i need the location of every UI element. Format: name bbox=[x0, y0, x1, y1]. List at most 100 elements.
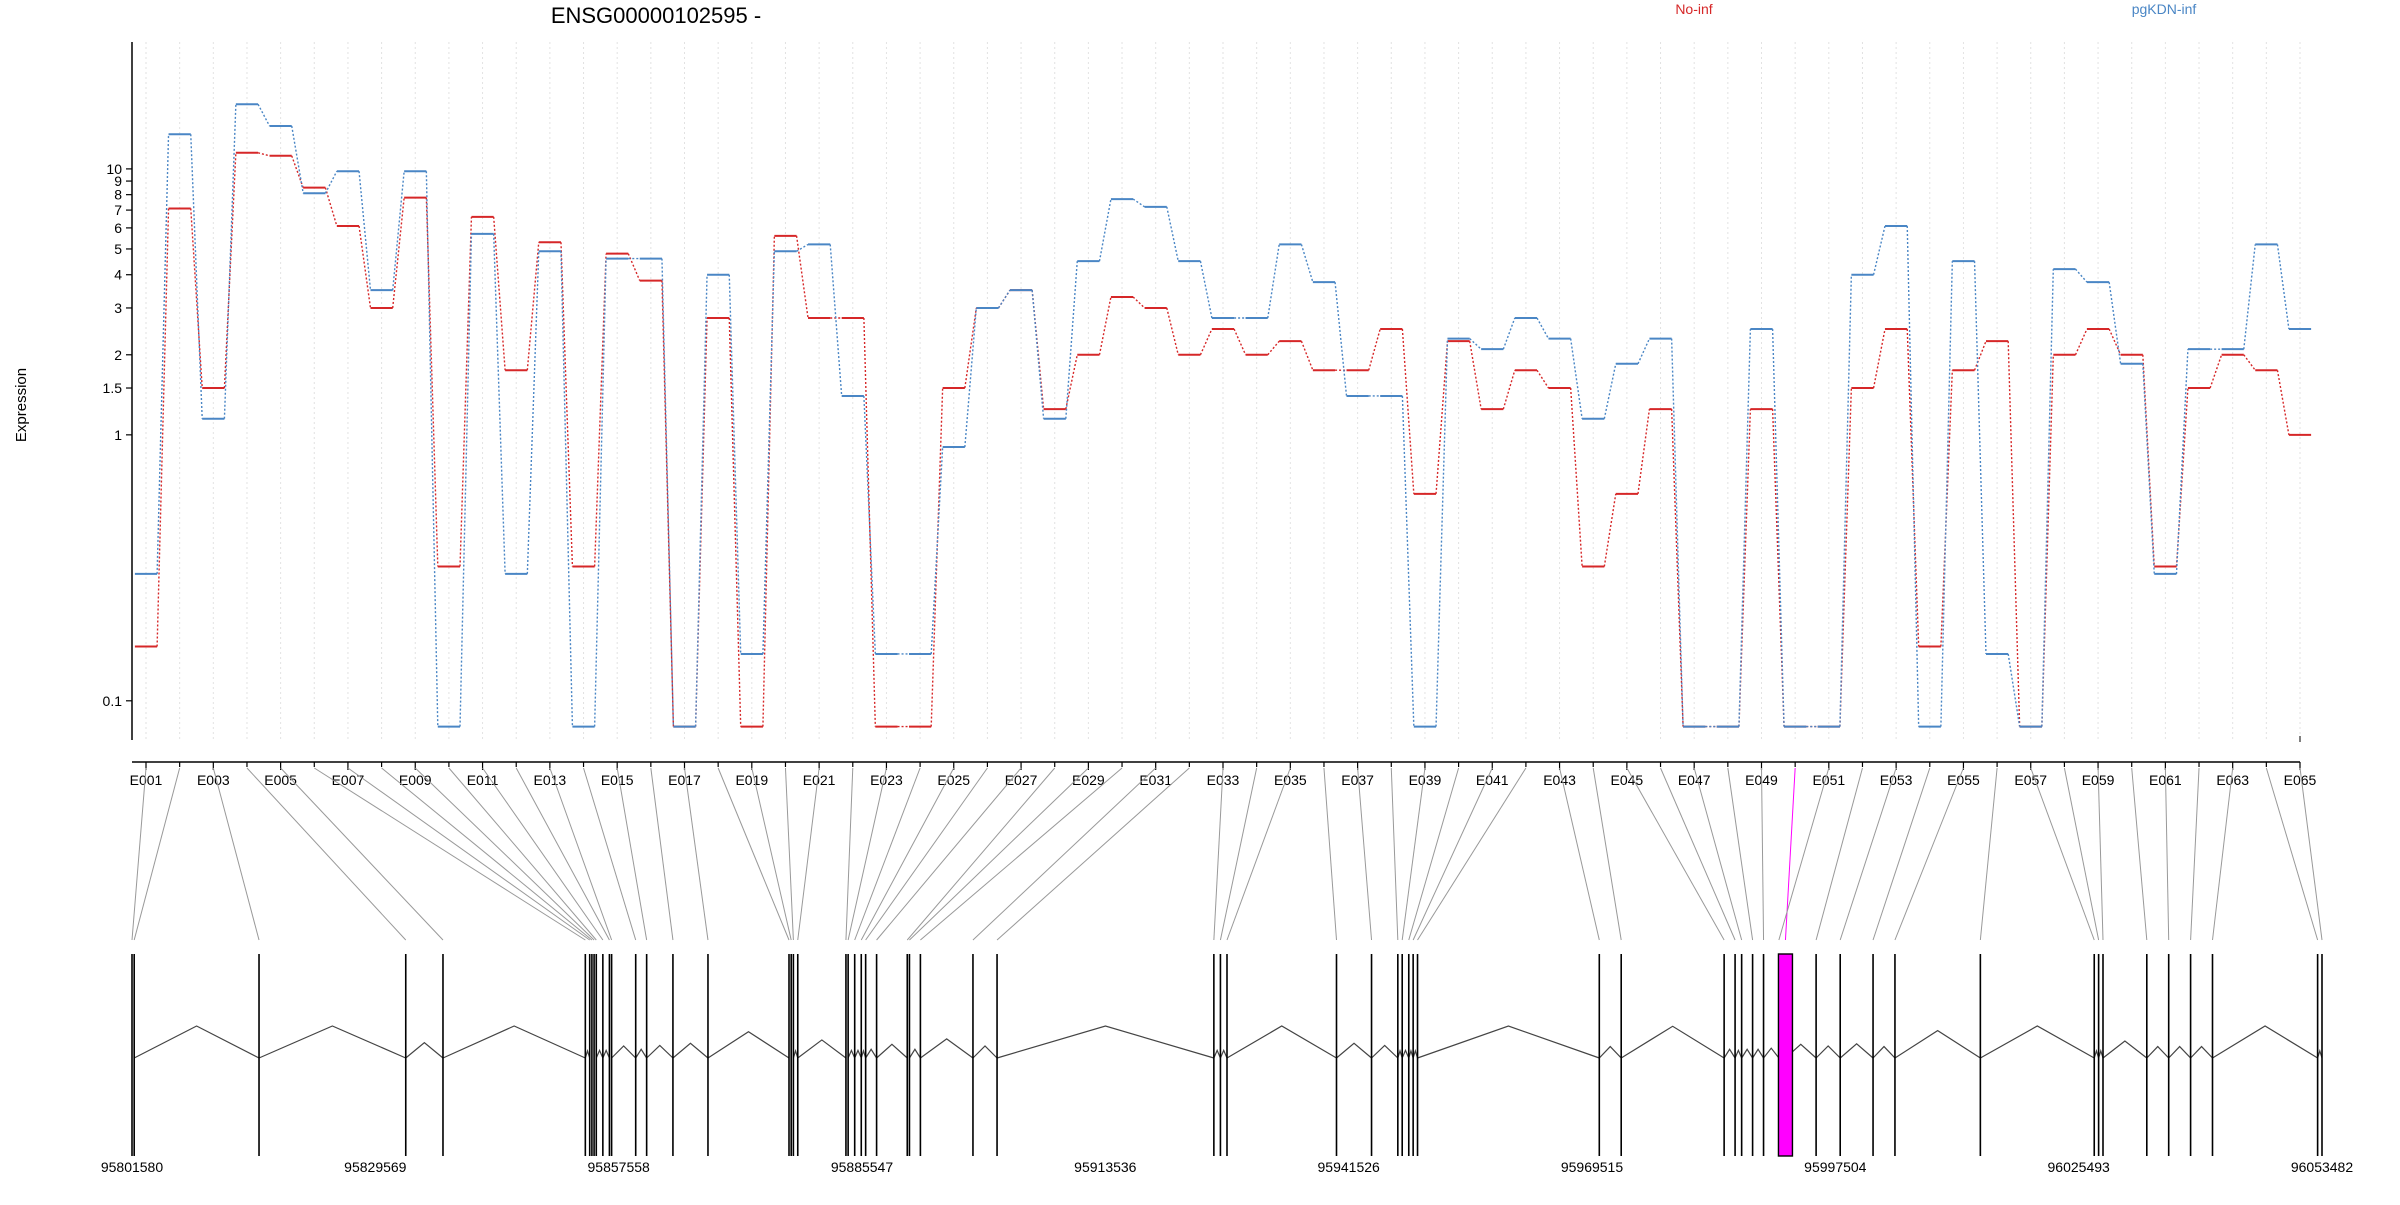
series-connector bbox=[795, 235, 809, 319]
series-connector bbox=[2041, 269, 2054, 727]
series-connector bbox=[1031, 290, 1045, 419]
y-tick-label: 7 bbox=[114, 202, 122, 218]
series-connector bbox=[156, 134, 170, 574]
intron-line bbox=[876, 1043, 908, 1059]
exon-connector bbox=[1784, 767, 1796, 941]
series-connector bbox=[2175, 387, 2189, 567]
exon-connector bbox=[996, 767, 1190, 941]
exon-connector bbox=[2063, 767, 2100, 941]
series-connector bbox=[2243, 354, 2256, 371]
series-connector bbox=[1670, 338, 1684, 727]
exon-connector bbox=[2030, 767, 2095, 941]
series-connector bbox=[1098, 296, 1112, 355]
x-tick-label: E035 bbox=[1274, 772, 1307, 788]
exon-connector bbox=[1979, 767, 1998, 941]
x-tick-label: E037 bbox=[1341, 772, 1374, 788]
intron-line bbox=[1734, 1048, 1743, 1059]
series-connector bbox=[1435, 341, 1449, 494]
series-connector bbox=[2175, 349, 2189, 574]
x-tick-label: E027 bbox=[1005, 772, 1038, 788]
exon-connector bbox=[2097, 767, 2104, 941]
series-connector bbox=[1603, 493, 1617, 567]
series-connector bbox=[627, 253, 641, 281]
exon-connector bbox=[2190, 767, 2200, 941]
x-tick-label: E045 bbox=[1611, 772, 1644, 788]
intron-line bbox=[611, 1045, 637, 1059]
intron-line bbox=[2212, 1025, 2318, 1059]
series-connector bbox=[1132, 296, 1146, 309]
series-connector bbox=[1267, 340, 1280, 356]
exon-connector bbox=[1778, 767, 1830, 941]
intron-line bbox=[1213, 1048, 1221, 1059]
intron-line bbox=[1763, 1047, 1780, 1059]
x-tick-label: E013 bbox=[534, 772, 567, 788]
intron-line bbox=[1371, 1044, 1399, 1059]
intron-line bbox=[707, 1031, 790, 1059]
intron-line bbox=[1598, 1045, 1622, 1059]
intron-line bbox=[1815, 1045, 1841, 1059]
exon-connector bbox=[1323, 767, 1337, 941]
series-connector bbox=[1536, 369, 1550, 389]
intron-line bbox=[847, 1048, 856, 1059]
exon-connector bbox=[909, 767, 1089, 941]
y-tick-label: 1.5 bbox=[103, 380, 123, 396]
y-tick-label: 8 bbox=[114, 187, 122, 203]
intron-line bbox=[1872, 1045, 1896, 1059]
series-connector bbox=[1300, 340, 1314, 371]
series-connector bbox=[1906, 328, 1920, 647]
exon-connector bbox=[549, 767, 613, 941]
series-connector bbox=[526, 251, 540, 574]
x-tick-label: E031 bbox=[1139, 772, 1172, 788]
x-tick-label: E033 bbox=[1207, 772, 1240, 788]
exon-connector bbox=[583, 767, 637, 941]
x-tick-label: E021 bbox=[803, 772, 836, 788]
series-connector bbox=[526, 242, 540, 371]
exon-connector bbox=[1357, 767, 1373, 941]
series-connector bbox=[762, 251, 776, 654]
exon-connector bbox=[650, 767, 674, 941]
y-tick-label: 4 bbox=[114, 267, 122, 283]
intron-line bbox=[1894, 1029, 1981, 1059]
exon-connector bbox=[845, 767, 854, 941]
genomic-coordinate-label: 95829569 bbox=[344, 1159, 407, 1175]
intron-line bbox=[442, 1025, 586, 1059]
x-tick-label: E005 bbox=[264, 772, 297, 788]
series-connector bbox=[997, 289, 1011, 309]
exon-connector bbox=[280, 767, 444, 941]
gene-model-layer: 95801580 95829569 95857558 95885547 95913536… bbox=[101, 953, 2353, 1175]
exon-connector bbox=[2212, 767, 2234, 941]
series-connector bbox=[2209, 354, 2223, 389]
series-connector bbox=[560, 242, 574, 567]
y-tick-label: 9 bbox=[114, 173, 122, 189]
intron-line bbox=[672, 1042, 709, 1059]
genomic-coordinate-label: 95969515 bbox=[1561, 1159, 1624, 1175]
intron-line bbox=[865, 1048, 878, 1059]
series-connector bbox=[1065, 354, 1078, 410]
exon-connector bbox=[1693, 767, 1743, 941]
series-connector bbox=[2243, 244, 2256, 350]
intron-line bbox=[1741, 1048, 1754, 1059]
exon-connector bbox=[2164, 767, 2170, 941]
exon-connector bbox=[1815, 767, 1863, 941]
x-tick-label: E007 bbox=[332, 772, 365, 788]
y-tick-label: 10 bbox=[106, 161, 122, 177]
series-connector bbox=[392, 197, 405, 309]
y-tick-label: 5 bbox=[114, 241, 122, 257]
series-connector bbox=[1469, 338, 1482, 350]
exon-connector bbox=[515, 767, 610, 941]
series-connector bbox=[1839, 387, 1853, 727]
exon-connector bbox=[1894, 767, 1964, 941]
series-connector bbox=[829, 244, 843, 397]
series-connector bbox=[1334, 282, 1348, 397]
series-connector bbox=[1569, 338, 1583, 419]
intron-line bbox=[2146, 1045, 2170, 1059]
legend-no-inf: No-inf bbox=[1675, 1, 1712, 17]
exon-connector bbox=[347, 767, 590, 941]
exon-connector bbox=[1412, 767, 1493, 941]
series-connector bbox=[1401, 328, 1415, 494]
series-connector bbox=[728, 317, 742, 727]
y-axis-label: Expression bbox=[13, 368, 30, 442]
exon-connector bbox=[381, 767, 593, 941]
intron-line bbox=[908, 1048, 921, 1059]
intron-line bbox=[1226, 1025, 1337, 1059]
